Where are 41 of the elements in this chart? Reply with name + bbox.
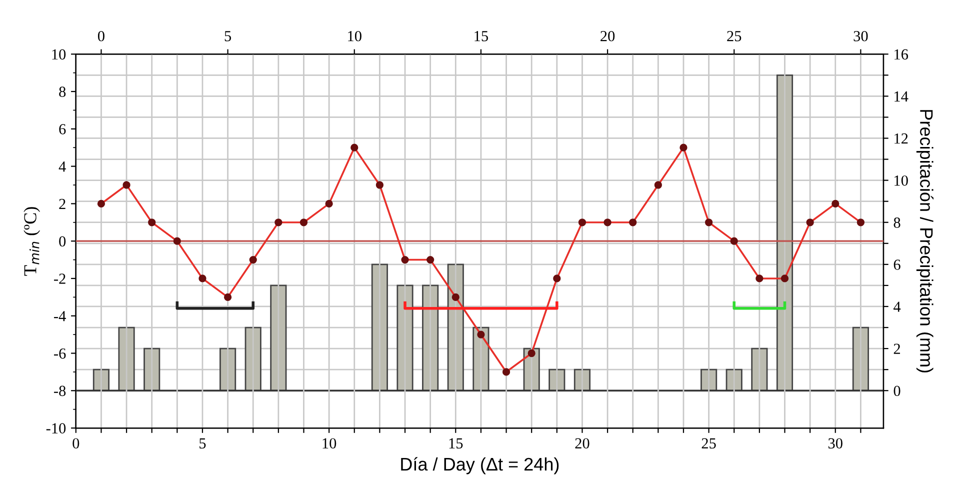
x2-tick-label: 0 [98, 30, 104, 42]
x2-tick-label: 20 [600, 30, 615, 42]
y-tick-label: -8 [54, 386, 66, 396]
y-tick-label: -2 [54, 274, 66, 284]
x2-tick-label: 30 [854, 30, 868, 42]
bar [371, 264, 388, 392]
y-tick-label: 4 [58, 162, 66, 172]
x-tick-label: 20 [575, 438, 590, 449]
x2-tick-label: 10 [348, 30, 362, 42]
y2-tick-label: 2 [894, 344, 900, 354]
x-axis-title: Día / Day (Δt = 24h) [401, 457, 559, 474]
y-tick-label: -10 [46, 423, 66, 434]
y-tick-label: 8 [59, 86, 66, 97]
x2-tick-label: 5 [224, 31, 232, 42]
y-tick-label: 0 [59, 236, 66, 247]
x2-tick-label: 15 [474, 31, 488, 42]
y2-axis-title: Precipitación / Precipitation (mm) [916, 110, 934, 372]
x-tick-label: 30 [828, 438, 842, 449]
y-tick-label: -4 [54, 311, 66, 322]
x-tick-label: 10 [322, 438, 336, 449]
x2-tick-label: 25 [727, 31, 742, 42]
y2-tick-label: 6 [894, 260, 900, 270]
x-tick-label: 15 [449, 438, 463, 449]
y-tick-label: 6 [59, 124, 66, 134]
x-tick-label: 25 [702, 438, 716, 449]
y2-tick-label: 4 [894, 302, 901, 312]
bar [776, 74, 794, 392]
y2-tick-label: 0 [894, 386, 900, 396]
y2-tick-label: 10 [894, 175, 908, 186]
y-tick-label: 10 [52, 49, 66, 60]
x-tick-label: 0 [72, 438, 80, 449]
y2-tick-label: 12 [894, 133, 908, 144]
y-tick-label: -6 [54, 348, 66, 359]
y2-tick-label: 16 [894, 49, 908, 60]
bar [396, 284, 414, 392]
bar [118, 326, 135, 392]
y2-tick-label: 14 [894, 91, 908, 102]
x-tick-label: 5 [200, 438, 206, 449]
y-axis-title: T$_{min}$ (ºC) [24, 207, 40, 276]
y2-tick-label: 8 [894, 218, 900, 228]
y-tick-label: 2 [59, 198, 66, 209]
